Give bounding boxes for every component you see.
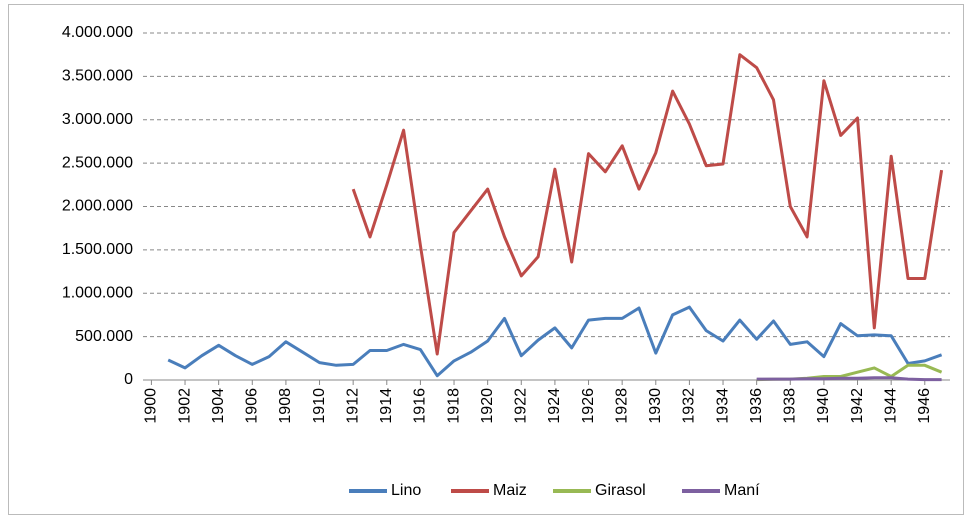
y-tick-label: 1.500.000 xyxy=(62,241,133,258)
x-tick-label: 1944 xyxy=(882,388,899,424)
y-tick-label: 4.000.000 xyxy=(62,24,133,41)
x-tick-label: 1916 xyxy=(412,388,429,424)
legend-label: Lino xyxy=(391,482,421,499)
line-series xyxy=(756,376,942,382)
x-tick-label: 1930 xyxy=(647,388,664,424)
x-tick-label: 1914 xyxy=(378,388,395,424)
x-tick-label: 1940 xyxy=(815,388,832,424)
chart-frame xyxy=(8,4,964,515)
y-tick-label: 3.000.000 xyxy=(62,111,133,128)
y-tick-label: 500.000 xyxy=(75,328,133,345)
x-tick-label: 1910 xyxy=(311,388,328,424)
x-tick-label: 1908 xyxy=(277,388,294,424)
x-tick-label: 1926 xyxy=(580,388,597,424)
line-series xyxy=(351,53,944,356)
y-tick-label: 0 xyxy=(124,371,133,388)
x-tick-label: 1900 xyxy=(143,388,160,424)
x-tick-label: 1904 xyxy=(210,388,227,424)
x-tick-label: 1932 xyxy=(681,388,698,424)
x-tick-label: 1918 xyxy=(445,388,462,424)
x-tick-label: 1912 xyxy=(344,388,361,424)
x-tick-label: 1942 xyxy=(849,388,866,424)
x-tick-label: 1928 xyxy=(613,388,630,424)
y-tick-label: 2.500.000 xyxy=(62,154,133,171)
y-tick-label: 3.500.000 xyxy=(62,68,133,85)
legend-label: Maiz xyxy=(493,482,527,499)
x-tick-label: 1920 xyxy=(479,388,496,424)
x-tick-label: 1906 xyxy=(244,388,261,424)
legend-label: Maní xyxy=(724,482,760,499)
line-series xyxy=(167,305,943,378)
legend-label: Girasol xyxy=(595,482,646,499)
x-tick-label: 1922 xyxy=(513,388,530,424)
y-tick-label: 1.000.000 xyxy=(62,284,133,301)
x-tick-label: 1934 xyxy=(714,388,731,424)
x-tick-label: 1938 xyxy=(782,388,799,424)
y-tick-label: 2.000.000 xyxy=(62,198,133,215)
x-tick-label: 1946 xyxy=(916,388,933,424)
x-tick-label: 1902 xyxy=(176,388,193,424)
x-tick-label: 1936 xyxy=(748,388,765,424)
x-tick-label: 1924 xyxy=(546,388,563,424)
